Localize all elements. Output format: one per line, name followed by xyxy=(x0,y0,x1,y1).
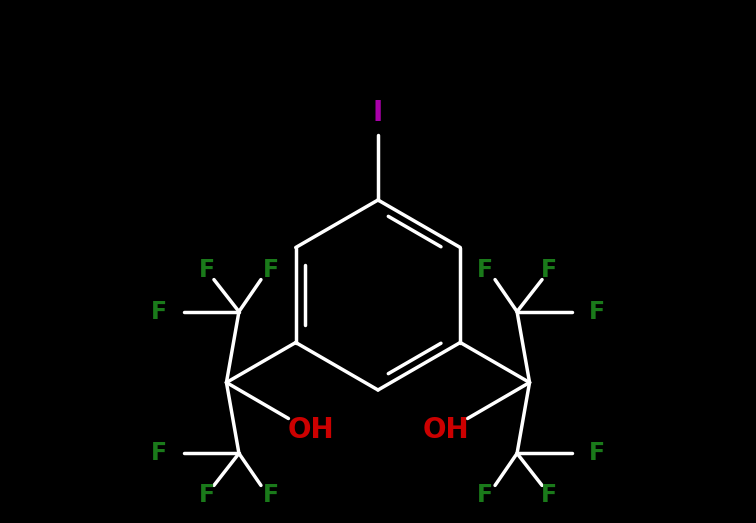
Text: F: F xyxy=(263,258,279,281)
Text: F: F xyxy=(151,300,167,324)
Text: F: F xyxy=(263,483,279,507)
Text: F: F xyxy=(589,441,605,465)
Text: OH: OH xyxy=(287,416,333,445)
Text: F: F xyxy=(589,300,605,324)
Text: F: F xyxy=(477,483,493,507)
Text: I: I xyxy=(373,99,383,127)
Text: F: F xyxy=(199,483,215,507)
Text: F: F xyxy=(541,483,557,507)
Text: F: F xyxy=(151,441,167,465)
Text: F: F xyxy=(477,258,493,281)
Text: F: F xyxy=(199,258,215,281)
Text: F: F xyxy=(541,258,557,281)
Text: OH: OH xyxy=(423,416,469,445)
